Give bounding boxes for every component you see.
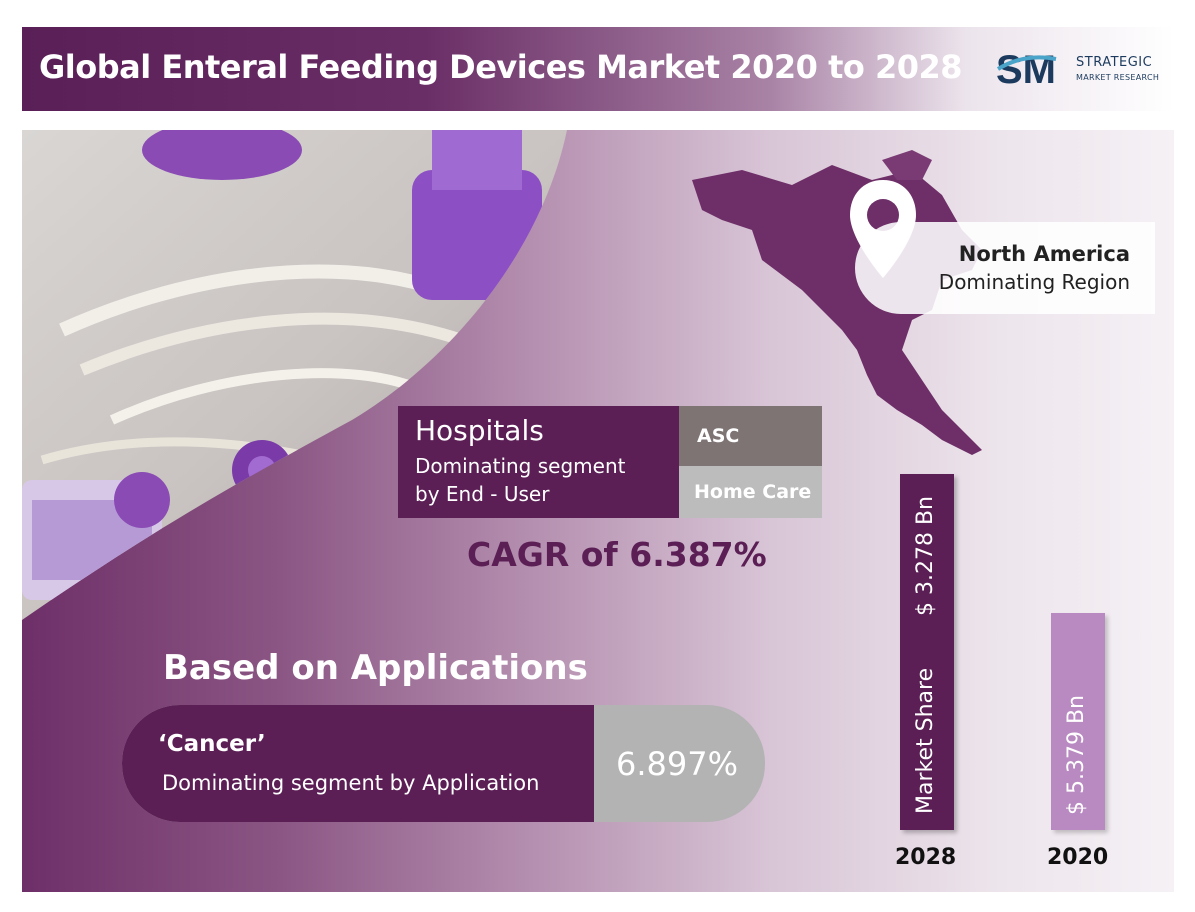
bar-2020-value: $ 5.379 Bn [1064, 694, 1089, 815]
cancer-caption: Dominating segment by Application [162, 771, 540, 795]
home-care-label: Home Care [694, 481, 812, 503]
infographic-panel: North America Dominating Region [22, 130, 1174, 892]
region-label: Dominating Region [938, 270, 1130, 294]
cancer-pill-left [122, 705, 594, 822]
end-user-hospitals-box: Hospitals Dominating segment by End - Us… [398, 406, 679, 518]
end-user-home-care-box: Home Care [679, 466, 822, 518]
company-logo: SM STRATEGIC MARKET RESEARCH [994, 45, 1174, 93]
logo-text-market-research: MARKET RESEARCH [1076, 73, 1160, 82]
application-cancer-pill: ‘Cancer’ Dominating segment by Applicati… [122, 705, 765, 822]
hospitals-title: Hospitals [415, 414, 544, 447]
year-2028-label: 2028 [895, 845, 957, 870]
region-callout: North America Dominating Region [855, 222, 1155, 314]
svg-text:SM: SM [996, 48, 1056, 92]
bar-2028-label: Market Share [913, 667, 938, 814]
end-user-asc-box: ASC [679, 406, 822, 466]
logo-text-strategic: STRATEGIC [1076, 55, 1153, 70]
bar-2028: Market Share $ 3.278 Bn [900, 474, 954, 830]
bar-2020: $ 5.379 Bn [1051, 613, 1105, 830]
hospitals-caption-line1: Dominating segment [415, 454, 626, 478]
bar-2028-value: $ 3.278 Bn [913, 495, 938, 616]
cancer-segment: ‘Cancer’ [158, 731, 266, 757]
sm-logo-icon: SM [996, 48, 1057, 92]
region-name: North America [958, 242, 1130, 266]
header-banner: Global Enteral Feeding Devices Market 20… [22, 27, 1174, 111]
cancer-share: 6.897% [616, 745, 739, 783]
cagr-text: CAGR of 6.387% [467, 535, 767, 574]
asc-label: ASC [697, 425, 740, 447]
year-2020-label: 2020 [1047, 845, 1109, 870]
feeding-tubes-photo [22, 130, 567, 620]
applications-heading: Based on Applications [163, 648, 588, 688]
page-title: Global Enteral Feeding Devices Market 20… [39, 48, 963, 86]
hospitals-caption-line2: by End - User [415, 482, 550, 506]
